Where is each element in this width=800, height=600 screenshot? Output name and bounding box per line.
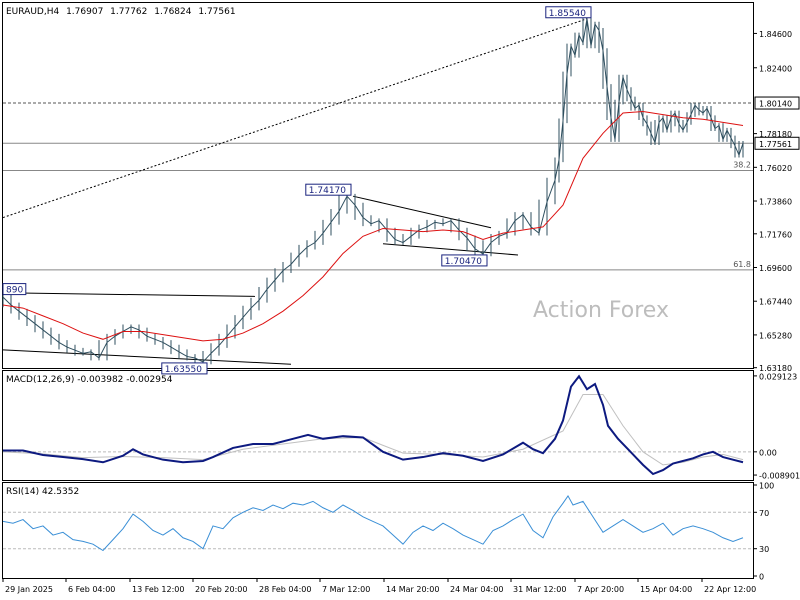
price-tick-5: 1.76020 bbox=[759, 164, 792, 173]
price-label-box-4 bbox=[2, 283, 27, 296]
last-price-box bbox=[754, 136, 800, 150]
ohlc-close: 1.77561 bbox=[198, 7, 235, 17]
x-tick-2: 13 Feb 12:00 bbox=[132, 585, 184, 594]
trend-line-0 bbox=[2, 18, 588, 219]
price-panel-frame bbox=[2, 2, 754, 369]
rsi-tick-2: 30 bbox=[759, 545, 769, 554]
price-label-3: 1.63550 bbox=[165, 365, 202, 375]
last-price-label: 1.77561 bbox=[759, 140, 792, 149]
x-tick-9: 7 Apr 20:00 bbox=[577, 585, 624, 594]
price-tick-9: 1.67440 bbox=[759, 298, 792, 307]
x-tick-1: 6 Feb 04:00 bbox=[68, 585, 115, 594]
price-tick-10: 1.65280 bbox=[759, 331, 792, 340]
macd-tick-0: 0.029123 bbox=[759, 372, 797, 381]
price-tick-6: 1.73860 bbox=[759, 198, 792, 207]
x-tick-8: 31 Mar 12:00 bbox=[513, 585, 566, 594]
moving-average-line bbox=[2, 110, 744, 342]
rsi-layer bbox=[2, 494, 753, 552]
x-tick-4: 28 Feb 04:00 bbox=[259, 585, 311, 594]
fib-label-2: 38.2 bbox=[733, 160, 751, 169]
price-label-box-1 bbox=[305, 183, 352, 196]
rsi-label: RSI(14) 42.5352 bbox=[6, 487, 79, 497]
fib-label-3: 61.8 bbox=[733, 260, 751, 269]
price-layer: 38.2 61.8 1.85540 1.74170 1.70470 1.63550 890 bbox=[2, 6, 753, 375]
trend-line-2 bbox=[382, 243, 519, 256]
rsi-tick-0: 100 bbox=[759, 482, 774, 491]
symbol-label: EURAUD,H4 bbox=[6, 7, 59, 17]
rsi-tick-1: 70 bbox=[759, 509, 769, 518]
x-tick-7: 24 Mar 04:00 bbox=[450, 585, 503, 594]
macd-panel-frame bbox=[2, 370, 754, 481]
x-tick-10: 15 Apr 04:00 bbox=[640, 585, 692, 594]
macd-tick-2: -0.008901 bbox=[759, 472, 800, 481]
x-tick-6: 14 Mar 20:00 bbox=[386, 585, 439, 594]
x-tick-3: 20 Feb 20:00 bbox=[195, 585, 247, 594]
price-tick-2: 1.80140 bbox=[759, 100, 792, 109]
price-tick-0: 1.84600 bbox=[759, 30, 792, 39]
rsi-panel-frame bbox=[2, 482, 754, 579]
price-tick-11: 1.63180 bbox=[759, 364, 792, 373]
price-tick-3: 1.78180 bbox=[759, 130, 792, 139]
price-tick-8: 1.69600 bbox=[759, 264, 792, 273]
price-label-box-3 bbox=[161, 362, 208, 375]
x-tick-11: 22 Apr 12:00 bbox=[704, 585, 756, 594]
rsi-tick-3: 0 bbox=[759, 573, 764, 582]
price-label-0: 1.85540 bbox=[549, 9, 586, 19]
price-label-box-2 bbox=[441, 254, 488, 267]
price-label-4: 890 bbox=[6, 286, 23, 296]
macd-layer bbox=[2, 374, 753, 476]
ohlc-high: 1.77762 bbox=[110, 7, 147, 17]
price-tick-1: 1.82400 bbox=[759, 64, 792, 73]
x-tick-0: 29 Jan 2025 bbox=[5, 585, 53, 594]
price-label-2: 1.70470 bbox=[445, 257, 482, 267]
price-tick-7: 1.71760 bbox=[759, 230, 792, 239]
chart-header: EURAUD,H4 1.76907 1.77762 1.76824 1.7756… bbox=[6, 7, 236, 17]
x-tick-5: 7 Mar 12:00 bbox=[322, 585, 370, 594]
ohlc-open: 1.76907 bbox=[66, 7, 103, 17]
trend-line-1 bbox=[352, 195, 492, 229]
price-label-box-0 bbox=[545, 6, 592, 19]
macd-label: MACD(12,26,9) -0.003982 -0.002954 bbox=[6, 375, 173, 385]
level-price-box bbox=[754, 96, 800, 110]
price-line bbox=[2, 18, 744, 363]
price-label-1: 1.74170 bbox=[309, 186, 346, 196]
trend-line-3 bbox=[2, 292, 256, 297]
trend-line-4 bbox=[2, 349, 292, 365]
watermark: Action Forex bbox=[533, 298, 669, 323]
rsi-line bbox=[2, 494, 744, 552]
ohlc-low: 1.76824 bbox=[154, 7, 191, 17]
macd-main-line bbox=[3, 374, 744, 476]
macd-tick-1: 0.00 bbox=[759, 448, 777, 457]
